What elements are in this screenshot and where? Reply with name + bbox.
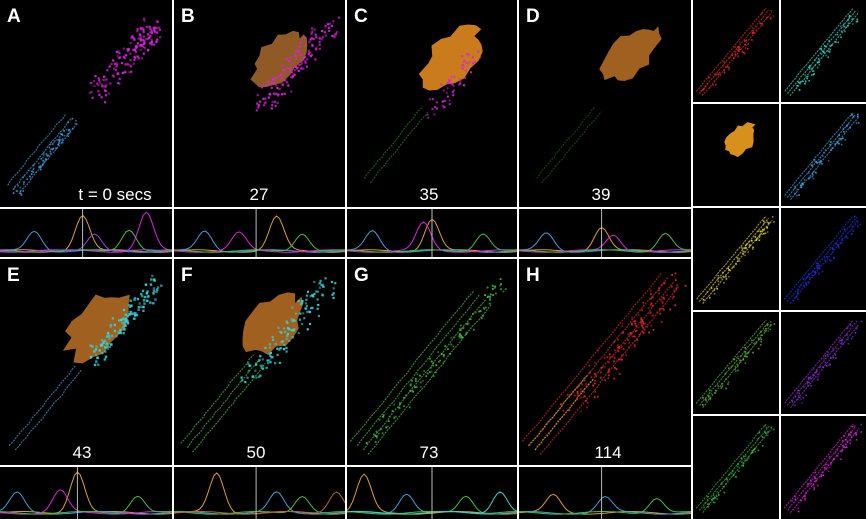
cell-image	[363, 24, 483, 184]
trace-d	[519, 209, 691, 257]
panel-h: H 114	[519, 259, 691, 465]
time-label: 50	[246, 443, 266, 462]
intensity-trace	[174, 209, 345, 257]
cell-image	[536, 26, 662, 184]
trace-e	[0, 467, 172, 519]
yellow-channel-cell-icon	[696, 215, 775, 304]
time-label: 35	[419, 185, 439, 204]
panel-label: E	[7, 265, 20, 286]
cell-image	[521, 272, 687, 455]
trace-a	[0, 209, 172, 257]
intensity-trace	[0, 209, 172, 257]
cell-image	[180, 277, 337, 453]
time-label: 43	[72, 443, 92, 462]
thumb-blue	[781, 104, 866, 206]
panel-label: A	[7, 6, 21, 27]
cell-image	[7, 17, 162, 196]
thumb-darkblue	[781, 208, 866, 310]
thumb-red	[693, 0, 779, 102]
cyan-channel-cell-icon	[784, 7, 860, 96]
panel-a: A t = 0 secs	[0, 0, 172, 207]
lightgreen-channel-cell-icon	[695, 423, 775, 513]
intensity-trace	[174, 467, 345, 519]
panel-label: D	[526, 6, 540, 27]
intensity-trace	[347, 209, 517, 257]
purple-channel-cell-icon	[784, 319, 863, 408]
thumb-lightgreen	[693, 416, 779, 519]
cell-image	[8, 274, 163, 451]
panel-label: H	[526, 265, 540, 286]
panel-g: G 73	[347, 259, 517, 465]
time-label: 73	[419, 443, 439, 462]
thumb-yellow	[693, 208, 779, 310]
panel-label: B	[181, 6, 195, 27]
time-label: 114	[594, 443, 622, 462]
intensity-trace	[519, 209, 691, 257]
trace-g	[347, 467, 517, 519]
intensity-trace	[347, 467, 517, 519]
panel-label: G	[354, 265, 369, 286]
cell-image	[349, 278, 507, 455]
intensity-trace	[519, 467, 691, 519]
trace-c	[347, 209, 517, 257]
thumb-magenta	[781, 416, 866, 519]
panel-label: C	[354, 6, 368, 27]
trace-f	[174, 467, 345, 519]
thumb-cyan	[781, 0, 866, 102]
thumb-purple	[781, 312, 866, 414]
thumb-green	[693, 312, 779, 414]
panel-label: F	[181, 265, 193, 286]
trace-b	[174, 209, 345, 257]
time-label: 39	[591, 185, 611, 204]
green-channel-cell-icon	[695, 319, 776, 408]
panel-e: E 43	[0, 259, 172, 465]
darkblue-channel-cell-icon	[783, 215, 862, 304]
panel-b: B 27	[174, 0, 345, 207]
magenta-channel-cell-icon	[783, 423, 863, 514]
time-label: 27	[249, 185, 269, 204]
intensity-trace	[0, 467, 172, 519]
thumb-orange	[693, 104, 779, 206]
red-channel-cell-icon	[695, 7, 775, 97]
blue-channel-cell-icon	[784, 111, 860, 200]
cell-image	[250, 16, 341, 112]
orange-channel-blob-icon	[724, 122, 756, 158]
trace-h	[519, 467, 691, 519]
panel-c: C 35	[347, 0, 517, 207]
panel-d: D 39	[519, 0, 691, 207]
panel-f: F 50	[174, 259, 345, 465]
time-label: t = 0 secs	[78, 185, 152, 204]
